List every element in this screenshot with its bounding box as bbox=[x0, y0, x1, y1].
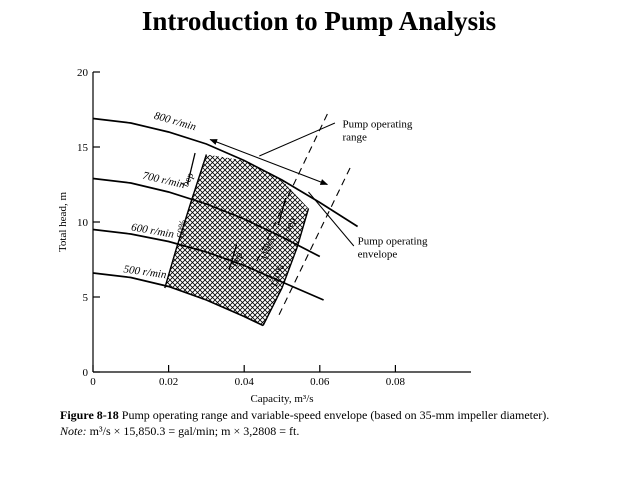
pct-label-60: 60% bbox=[175, 219, 189, 239]
operating-envelope-hatch bbox=[164, 154, 309, 326]
note-text: m³/s × 15,850.3 = gal/min; m × 3,2808 = … bbox=[89, 424, 300, 438]
figure-note: Note: m³/s × 15,850.3 = gal/min; m × 3,2… bbox=[60, 424, 630, 439]
range-arrow bbox=[209, 138, 329, 186]
note-label: Note: bbox=[60, 424, 87, 438]
x-tick-label: 0.02 bbox=[159, 376, 178, 388]
envelope-left-boundary bbox=[164, 154, 208, 289]
envelope-right-boundary bbox=[262, 208, 310, 326]
y-axis-label: Total head, m bbox=[57, 192, 69, 252]
x-axis-label: Capacity, m³/s bbox=[250, 393, 313, 405]
y-tick-label: 15 bbox=[77, 142, 89, 154]
bep-marker bbox=[186, 152, 196, 185]
axes-layer: 0 5 10 15 20 0 0.02 0.04 0.06 0.08 Capacity, m³/s T… bbox=[57, 67, 471, 405]
y-tick-label: 10 bbox=[77, 217, 89, 229]
series-line bbox=[92, 272, 264, 327]
figure-caption: Figure 8-18 Pump operating range and var… bbox=[60, 408, 630, 423]
range-annotation: Pump operating range bbox=[342, 119, 412, 144]
caption-text: Pump operating range and variable-speed … bbox=[121, 408, 550, 422]
bep-label: bep bbox=[180, 171, 196, 189]
page-title: Introduction to Pump Analysis bbox=[141, 6, 497, 36]
y-tick-label: 20 bbox=[77, 67, 89, 79]
series-line bbox=[92, 228, 324, 301]
y-tick-label: 5 bbox=[83, 292, 89, 304]
envelope-annotation: Pump operating envelope bbox=[358, 236, 428, 261]
x-tick-label: 0.06 bbox=[310, 376, 330, 388]
x-tick-label: 0.08 bbox=[386, 376, 406, 388]
bep-marker bbox=[228, 244, 238, 271]
envelope-leader bbox=[308, 191, 355, 247]
envelope-layer bbox=[164, 154, 310, 326]
x-tick-label: 0 bbox=[90, 376, 96, 388]
series-label: 500 r/min bbox=[123, 263, 168, 281]
figure-number: Figure 8-18 bbox=[60, 408, 119, 422]
x-tick-label: 0.04 bbox=[235, 376, 255, 388]
range-leader bbox=[259, 122, 336, 157]
bep-dashed-line bbox=[255, 113, 328, 265]
y-tick-label: 0 bbox=[83, 367, 89, 379]
series-line bbox=[92, 177, 321, 258]
bep-dashed-line bbox=[277, 167, 351, 317]
